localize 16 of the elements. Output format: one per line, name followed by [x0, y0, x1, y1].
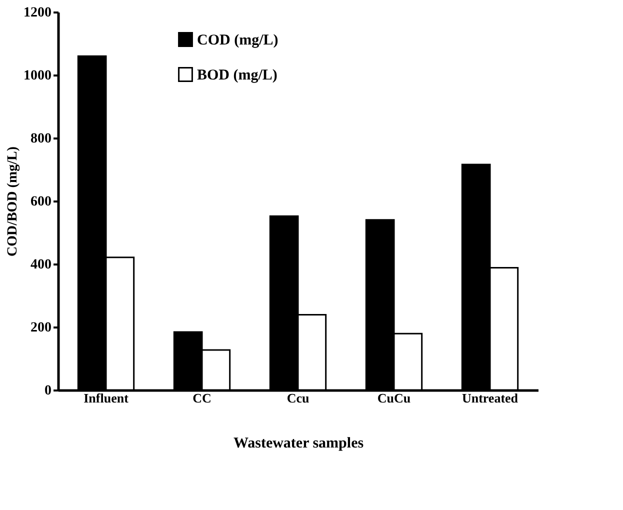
x-tick-label: Untreated — [462, 390, 519, 406]
x-tick-label: CuCu — [377, 390, 411, 406]
y-tick-label: 400 — [30, 258, 52, 272]
x-tick-label: Influent — [84, 390, 130, 406]
x-axis-title: Wastewater samples — [233, 436, 364, 452]
x-tick-label: Ccu — [286, 390, 310, 406]
y-tick-label: 200 — [30, 320, 52, 336]
y-tick-label: 0 — [44, 384, 52, 398]
x-tick-label: CC — [192, 390, 212, 406]
y-axis-title: COD/BOD (mg/L) — [6, 146, 20, 257]
y-tick-label: 1200 — [24, 6, 52, 20]
legend-label: COD (mg/L) — [197, 32, 278, 48]
y-tick-label: 800 — [30, 132, 52, 146]
legend-label: BOD (mg/L) — [197, 68, 278, 84]
y-tick-label: 1000 — [24, 68, 52, 84]
y-tick-label: 600 — [30, 194, 52, 210]
